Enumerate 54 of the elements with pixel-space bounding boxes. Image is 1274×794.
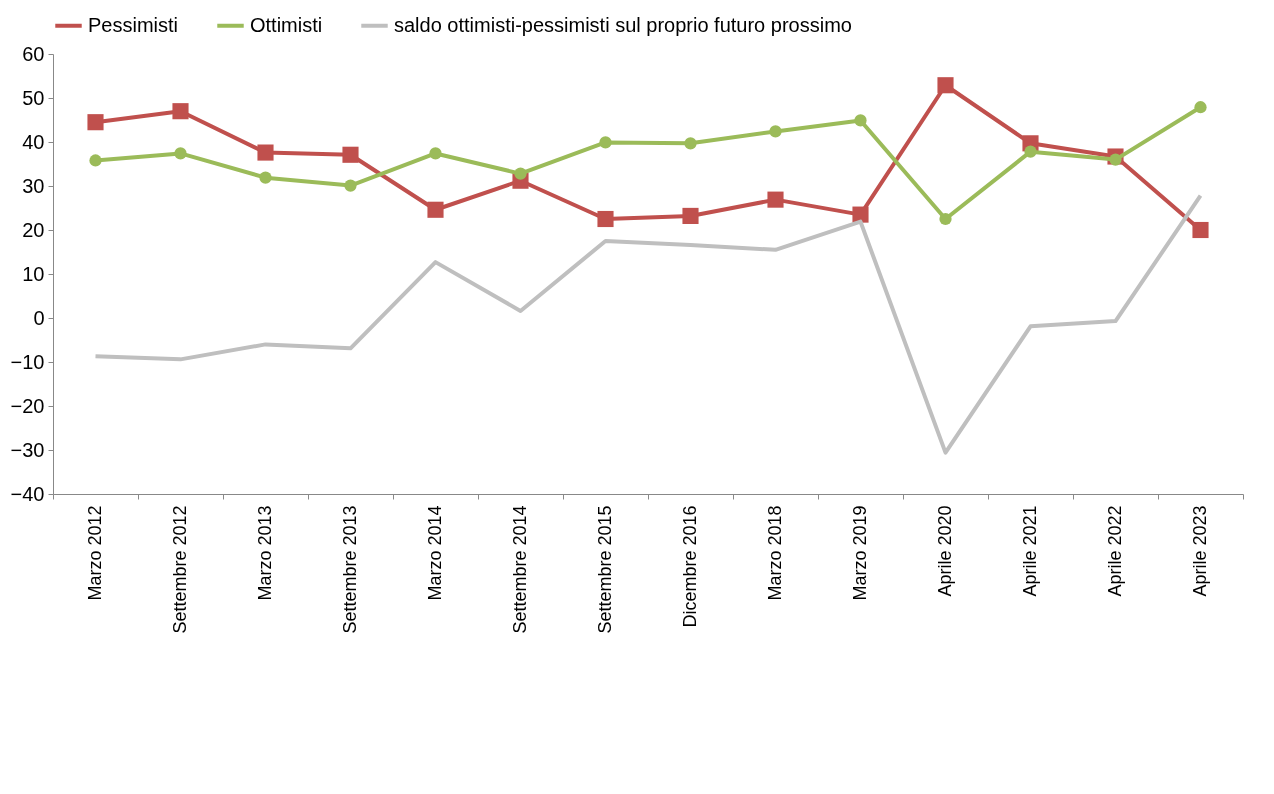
x-tick-label: Settembre 2015: [595, 505, 615, 634]
y-tick-label: −40: [10, 482, 45, 505]
x-tick-label: Aprile 2020: [935, 505, 955, 597]
x-tick-label: Settembre 2014: [510, 505, 530, 634]
point: [852, 206, 869, 223]
point: [342, 146, 359, 163]
point: [1192, 221, 1209, 239]
line-series: [93, 193, 1203, 455]
point: [429, 147, 442, 160]
legend-label: Ottimisti: [250, 13, 323, 36]
point: [767, 191, 784, 208]
legend-label: Pessimisti: [88, 13, 179, 36]
y-tick-label: 10: [22, 262, 45, 285]
y-tick-label: 40: [22, 130, 45, 153]
x-tick-label: Marzo 2013: [255, 505, 275, 601]
point: [427, 201, 444, 218]
point: [939, 212, 952, 226]
point: [259, 171, 272, 184]
y-tick-label: 30: [22, 174, 45, 197]
point: [1024, 145, 1037, 158]
point: [344, 179, 357, 192]
x-tick-label: Aprile 2023: [1190, 505, 1210, 597]
legend-label: saldo ottimisti-pessimisti sul proprio futuro prossimo: [394, 13, 852, 36]
point: [87, 114, 104, 131]
point: [599, 136, 612, 149]
point: [684, 137, 697, 150]
point: [1194, 101, 1207, 114]
y-tick-label: −20: [10, 394, 45, 417]
point: [174, 147, 187, 160]
point: [769, 125, 782, 138]
x-tick-label: Settembre 2013: [340, 505, 360, 634]
x-tick-label: Marzo 2012: [85, 505, 105, 601]
x-tick-label: Dicembre 2016: [680, 505, 700, 628]
y-tick-label: 0: [33, 306, 45, 329]
x-tick-label: Aprile 2021: [1020, 505, 1040, 597]
point: [854, 114, 867, 127]
x-tick-label: Settembre 2012: [170, 505, 190, 634]
point: [172, 103, 189, 120]
y-tick-label: 50: [22, 86, 45, 109]
point: [937, 77, 954, 94]
x-tick-label: Marzo 2014: [425, 505, 445, 601]
point: [597, 210, 614, 228]
point: [514, 167, 527, 180]
point: [257, 144, 274, 161]
point: [682, 207, 699, 224]
y-tick-label: −10: [10, 350, 45, 373]
x-tick-label: Marzo 2018: [765, 505, 785, 601]
x-tick-label: Marzo 2019: [850, 505, 870, 601]
point: [89, 154, 102, 167]
point: [1109, 153, 1122, 166]
y-tick-label: 60: [22, 42, 45, 65]
y-tick-label: 20: [22, 218, 45, 241]
x-tick-label: Aprile 2022: [1105, 505, 1125, 597]
y-tick-label: −30: [10, 438, 45, 461]
